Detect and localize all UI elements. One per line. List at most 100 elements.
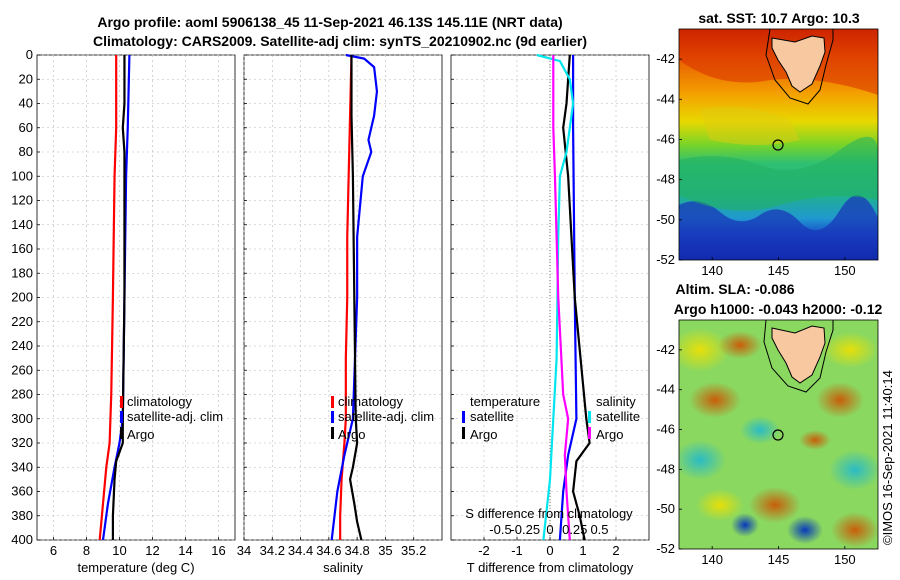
sla-blob (689, 382, 741, 418)
sst-green-band (679, 136, 878, 211)
y-tick-label: 280 (11, 387, 33, 402)
legend-label-t-argo: Argo (470, 427, 497, 442)
sst-map-axes: 140 145 150 -42 -44 -46 -48 -50 -52 (656, 51, 855, 278)
y-tick-label: 20 (19, 71, 33, 86)
map-y-tick-label: -44 (656, 91, 675, 106)
legend-label-argo: Argo (338, 427, 365, 442)
legend-label-satellite: satellite-adj. clim (127, 409, 223, 424)
map-y-tick-label: -42 (656, 51, 675, 66)
x-tick-label: 35 (378, 543, 392, 558)
legend-swatch-s-satellite (588, 411, 591, 423)
x-tick-label: 6 (50, 543, 57, 558)
sla-blob (787, 516, 823, 544)
map-x-tick-label: 140 (701, 263, 723, 278)
y-tick-label: 40 (19, 96, 33, 111)
sst-map-title: sat. SST: 10.7 Argo: 10.3 (698, 10, 860, 26)
sst-argo-marker (772, 139, 784, 151)
sla-map-title-line-1: Altim. SLA: -0.086 (675, 281, 794, 297)
map-x-tick-label: 145 (768, 552, 790, 567)
y-tick-label: 60 (19, 120, 33, 135)
imos-watermark: ©IMOS 16-Sep-2021 11:40:14 (880, 370, 895, 545)
map-y-tick-label: -52 (656, 541, 675, 556)
x-tick-label: 12 (145, 543, 159, 558)
title-line-1: Argo profile: aoml 5906138_45 11-Sep-202… (97, 14, 562, 30)
map-y-tick-label: -48 (656, 461, 675, 476)
legend-swatch-climatology (120, 396, 123, 408)
legend-label-climatology: climatology (127, 394, 193, 409)
legend-label-t-satellite: satellite (470, 409, 514, 424)
s-difference-tick-labels: -0.5-0.25 0 0.25 0.5 (489, 522, 608, 537)
sla-blob (679, 328, 730, 372)
map-y-tick-label: -48 (656, 172, 675, 187)
legend-swatch-climatology (331, 396, 334, 408)
series-line-s-argo (552, 55, 571, 541)
y-tick-label: 140 (11, 217, 33, 232)
x-tick-label: 16 (211, 543, 225, 558)
s-tick-label: 0 (546, 522, 553, 537)
legend-title-temperature: temperature (470, 394, 540, 409)
y-tick-label: 400 (11, 532, 33, 547)
salinity-legend: climatology satellite-adj. clim Argo (331, 394, 434, 442)
x-tick-label: 2 (612, 543, 619, 558)
sla-blob (822, 332, 878, 368)
series-line-climatology (98, 55, 118, 541)
sst-tasmania-land (771, 35, 826, 93)
x-tick-label: -1 (511, 543, 523, 558)
legend-label-s-argo: Argo (596, 427, 623, 442)
series-line-t-satellite (558, 55, 578, 541)
s-tick-label: 0.25 (562, 522, 587, 537)
y-tick-label: 0 (26, 47, 33, 62)
x-axis-label: temperature (deg C) (77, 560, 194, 575)
y-tick-label: 360 (11, 484, 33, 499)
map-x-tick-label: 145 (768, 263, 790, 278)
y-tick-label: 220 (11, 314, 33, 329)
x-tick-label: 34.2 (260, 543, 285, 558)
difference-legend: temperature satellite Argo salinity sate… (462, 394, 640, 442)
map-y-tick-label: -46 (656, 131, 675, 146)
x-axis-label: salinity (323, 560, 363, 575)
sla-blob (679, 440, 726, 480)
s-tick-label: 0.5 (590, 522, 608, 537)
x-tick-label: 10 (112, 543, 126, 558)
x-tick-label: 34.4 (288, 543, 313, 558)
map-x-tick-label: 150 (834, 263, 856, 278)
series-line-satellite-adj-clim (330, 53, 379, 541)
s-difference-axis-label: S difference from climatology (465, 506, 633, 521)
map-y-tick-label: -46 (656, 422, 675, 437)
legend-label-satellite: satellite-adj. clim (338, 409, 434, 424)
x-axis-label: T difference from climatology (467, 560, 634, 575)
x-tick-label: 0 (546, 543, 553, 558)
legend-swatch-s-argo (588, 427, 591, 439)
sla-map-title-line-2: Argo h1000: -0.043 h2000: -0.12 (674, 301, 883, 317)
sla-map: Altim. SLA: -0.086 Argo h1000: -0.043 h2… (656, 281, 882, 567)
y-tick-label: 180 (11, 265, 33, 280)
y-tick-label: 100 (11, 168, 33, 183)
sla-blob (731, 513, 759, 537)
sla-blob (816, 382, 864, 418)
y-tick-label: 160 (11, 241, 33, 256)
y-tick-label: 200 (11, 290, 33, 305)
sla-blob (799, 430, 831, 450)
sla-blob (740, 416, 780, 444)
legend-label-climatology: climatology (338, 394, 404, 409)
legend-swatch-argo (120, 427, 123, 439)
sst-cold-front (679, 195, 878, 260)
legend-swatch-argo (331, 427, 334, 439)
legend-swatch-t-satellite (462, 411, 465, 423)
map-y-tick-label: -42 (656, 342, 675, 357)
sla-blob (718, 331, 762, 359)
legend-title-salinity: salinity (596, 394, 636, 409)
difference-panel: -2 -1 0 1 2 T difference from climatology (450, 53, 650, 575)
y-tick-label: 320 (11, 435, 33, 450)
map-y-tick-label: -50 (656, 212, 675, 227)
sst-shelf-contour (765, 29, 834, 105)
map-y-tick-label: -52 (656, 252, 675, 267)
x-tick-label: 34.8 (344, 543, 369, 558)
map-y-tick-label: -50 (656, 501, 675, 516)
series-line-argo (111, 55, 126, 540)
series-line-argo (348, 55, 363, 541)
y-tick-label: 80 (19, 144, 33, 159)
y-tick-label: 120 (11, 193, 33, 208)
plot-frame (36, 54, 236, 541)
legend-swatch-satellite (120, 411, 123, 423)
